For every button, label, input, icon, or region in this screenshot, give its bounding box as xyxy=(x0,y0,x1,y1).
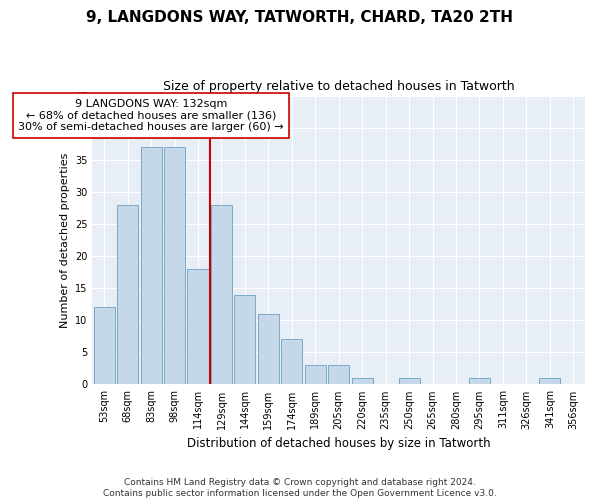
Y-axis label: Number of detached properties: Number of detached properties xyxy=(59,152,70,328)
X-axis label: Distribution of detached houses by size in Tatworth: Distribution of detached houses by size … xyxy=(187,437,491,450)
Text: Contains HM Land Registry data © Crown copyright and database right 2024.
Contai: Contains HM Land Registry data © Crown c… xyxy=(103,478,497,498)
Text: 9, LANGDONS WAY, TATWORTH, CHARD, TA20 2TH: 9, LANGDONS WAY, TATWORTH, CHARD, TA20 2… xyxy=(86,10,514,25)
Bar xyxy=(140,147,161,384)
Bar xyxy=(117,204,138,384)
Bar xyxy=(398,378,419,384)
Bar xyxy=(211,204,232,384)
Bar xyxy=(539,378,560,384)
Bar xyxy=(305,365,326,384)
Bar xyxy=(281,340,302,384)
Title: Size of property relative to detached houses in Tatworth: Size of property relative to detached ho… xyxy=(163,80,515,93)
Text: 9 LANGDONS WAY: 132sqm
← 68% of detached houses are smaller (136)
30% of semi-de: 9 LANGDONS WAY: 132sqm ← 68% of detached… xyxy=(18,99,284,132)
Bar xyxy=(187,269,209,384)
Bar xyxy=(235,294,256,384)
Bar xyxy=(328,365,349,384)
Bar xyxy=(352,378,373,384)
Bar xyxy=(469,378,490,384)
Bar xyxy=(164,147,185,384)
Bar xyxy=(94,308,115,384)
Bar xyxy=(258,314,279,384)
